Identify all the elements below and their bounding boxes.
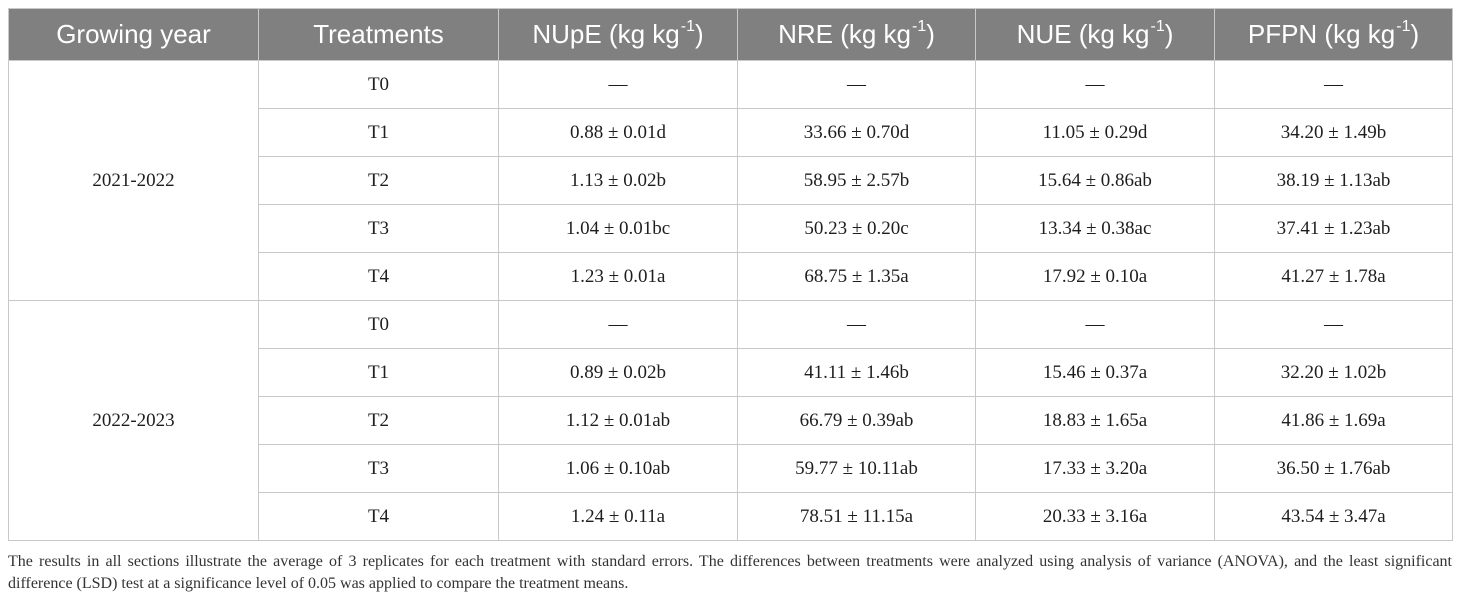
- nre-cell: 59.77 ± 10.11ab: [737, 444, 976, 493]
- nre-cell: 50.23 ± 0.20c: [737, 204, 976, 253]
- nue-cell: 17.92 ± 0.10a: [975, 252, 1215, 301]
- header-label-close: ): [1164, 19, 1174, 49]
- treatment-cell: T4: [258, 252, 499, 301]
- nupe-cell: 0.89 ± 0.02b: [498, 348, 738, 397]
- table-row: T2 1.13 ± 0.02b 58.95 ± 2.57b 15.64 ± 0.86a…: [9, 156, 1453, 205]
- pfpn-cell: —: [1214, 60, 1453, 109]
- header-label: NUE (kg kg: [1016, 19, 1150, 49]
- header-superscript: -1: [680, 18, 695, 35]
- nupe-cell: 0.88 ± 0.01d: [498, 108, 738, 157]
- growing-year-cell: 2022-2023: [8, 300, 259, 541]
- nue-cell: —: [975, 300, 1215, 349]
- nupe-cell: —: [498, 60, 738, 109]
- treatment-cell: T2: [258, 396, 499, 445]
- nre-cell: 66.79 ± 0.39ab: [737, 396, 976, 445]
- pfpn-cell: 34.20 ± 1.49b: [1214, 108, 1453, 157]
- nupe-cell: 1.06 ± 0.10ab: [498, 444, 738, 493]
- header-label-close: ): [694, 19, 704, 49]
- nue-cell: 20.33 ± 3.16a: [975, 492, 1215, 541]
- nupe-cell: —: [498, 300, 738, 349]
- header-superscript: -1: [912, 18, 927, 35]
- header-nue: NUE (kg kg-1): [975, 8, 1215, 61]
- table-header: Growing year Treatments NUpE (kg kg-1) N…: [8, 8, 1453, 61]
- nupe-cell: 1.04 ± 0.01bc: [498, 204, 738, 253]
- treatment-cell: T2: [258, 156, 499, 205]
- header-label: NRE (kg kg: [778, 19, 911, 49]
- table-row: T4 1.24 ± 0.11a 78.51 ± 11.15a 20.33 ± 3.16…: [9, 492, 1453, 541]
- nre-cell: 33.66 ± 0.70d: [737, 108, 976, 157]
- header-label-close: ): [926, 19, 935, 49]
- nue-cell: 18.83 ± 1.65a: [975, 396, 1215, 445]
- nre-cell: —: [737, 300, 976, 349]
- treatment-cell: T3: [258, 444, 499, 493]
- growing-year-cell: 2021-2022: [8, 60, 259, 301]
- pfpn-cell: 38.19 ± 1.13ab: [1214, 156, 1453, 205]
- table-row: T2 1.12 ± 0.01ab 66.79 ± 0.39ab 18.83 ± 1.6…: [9, 396, 1453, 445]
- table-footnote: The results in all sections illustrate t…: [8, 553, 1452, 592]
- header-superscript: -1: [1396, 18, 1411, 35]
- treatment-cell: T0: [258, 300, 499, 349]
- nue-cell: 11.05 ± 0.29d: [975, 108, 1215, 157]
- nre-cell: —: [737, 60, 976, 109]
- nue-cell: 15.64 ± 0.86ab: [975, 156, 1215, 205]
- table-row: 2022-2023 T0— — — —: [8, 300, 1453, 541]
- header-treatments: Treatments: [258, 8, 499, 61]
- nupe-cell: 1.24 ± 0.11a: [498, 492, 738, 541]
- nre-cell: 68.75 ± 1.35a: [737, 252, 976, 301]
- treatment-cell: T4: [258, 492, 499, 541]
- results-table: Growing year Treatments NUpE (kg kg-1) N…: [8, 8, 1453, 541]
- pfpn-cell: —: [1214, 300, 1453, 349]
- header-label: PFPN (kg kg: [1247, 19, 1396, 49]
- table-row: T1 0.88 ± 0.01d 33.66 ± 0.70d 11.05 ± 0.29d…: [9, 108, 1453, 157]
- pfpn-cell: 43.54 ± 3.47a: [1214, 492, 1453, 541]
- nupe-cell: 1.13 ± 0.02b: [498, 156, 738, 205]
- treatment-cell: T0: [258, 60, 499, 109]
- header-nupe: NUpE (kg kg-1): [498, 8, 738, 61]
- nre-cell: 41.11 ± 1.46b: [737, 348, 976, 397]
- nre-cell: 78.51 ± 11.15a: [737, 492, 976, 541]
- nue-cell: 17.33 ± 3.20a: [975, 444, 1215, 493]
- nue-cell: —: [975, 60, 1215, 109]
- pfpn-cell: 41.27 ± 1.78a: [1214, 252, 1453, 301]
- table-row: T1 0.89 ± 0.02b 41.11 ± 1.46b 15.46 ± 0.37a…: [9, 348, 1453, 397]
- pfpn-cell: 41.86 ± 1.69a: [1214, 396, 1453, 445]
- nue-cell: 13.34 ± 0.38ac: [975, 204, 1215, 253]
- table-row: 2021-2022 T0— — — —: [8, 60, 1453, 301]
- header-growing-year: Growing year: [8, 8, 259, 61]
- treatment-cell: T3: [258, 204, 499, 253]
- table-row: T4 1.23 ± 0.01a 68.75 ± 1.35a 17.92 ± 0.10a…: [9, 252, 1453, 301]
- header-label: NUpE (kg kg: [532, 19, 680, 49]
- treatment-cell: T1: [258, 108, 499, 157]
- pfpn-cell: 32.20 ± 1.02b: [1214, 348, 1453, 397]
- header-nre: NRE (kg kg-1): [737, 8, 976, 61]
- pfpn-cell: 37.41 ± 1.23ab: [1214, 204, 1453, 253]
- header-row: Growing year Treatments NUpE (kg kg-1) N…: [8, 8, 1453, 61]
- pfpn-cell: 36.50 ± 1.76ab: [1214, 444, 1453, 493]
- table-row: T3 1.04 ± 0.01bc 50.23 ± 0.20c 13.34 ± 0.38…: [9, 204, 1453, 253]
- header-pfpn: PFPN (kg kg-1): [1214, 8, 1453, 61]
- nupe-cell: 1.12 ± 0.01ab: [498, 396, 738, 445]
- nue-cell: 15.46 ± 0.37a: [975, 348, 1215, 397]
- nre-cell: 58.95 ± 2.57b: [737, 156, 976, 205]
- table-body: 2021-2022 T0— — — — T1 0.88 ± 0.01d 33.66 ± 0.7…: [8, 60, 1453, 541]
- header-label-close: ): [1410, 19, 1420, 49]
- treatment-cell: T1: [258, 348, 499, 397]
- header-superscript: -1: [1150, 18, 1165, 35]
- nupe-cell: 1.23 ± 0.01a: [498, 252, 738, 301]
